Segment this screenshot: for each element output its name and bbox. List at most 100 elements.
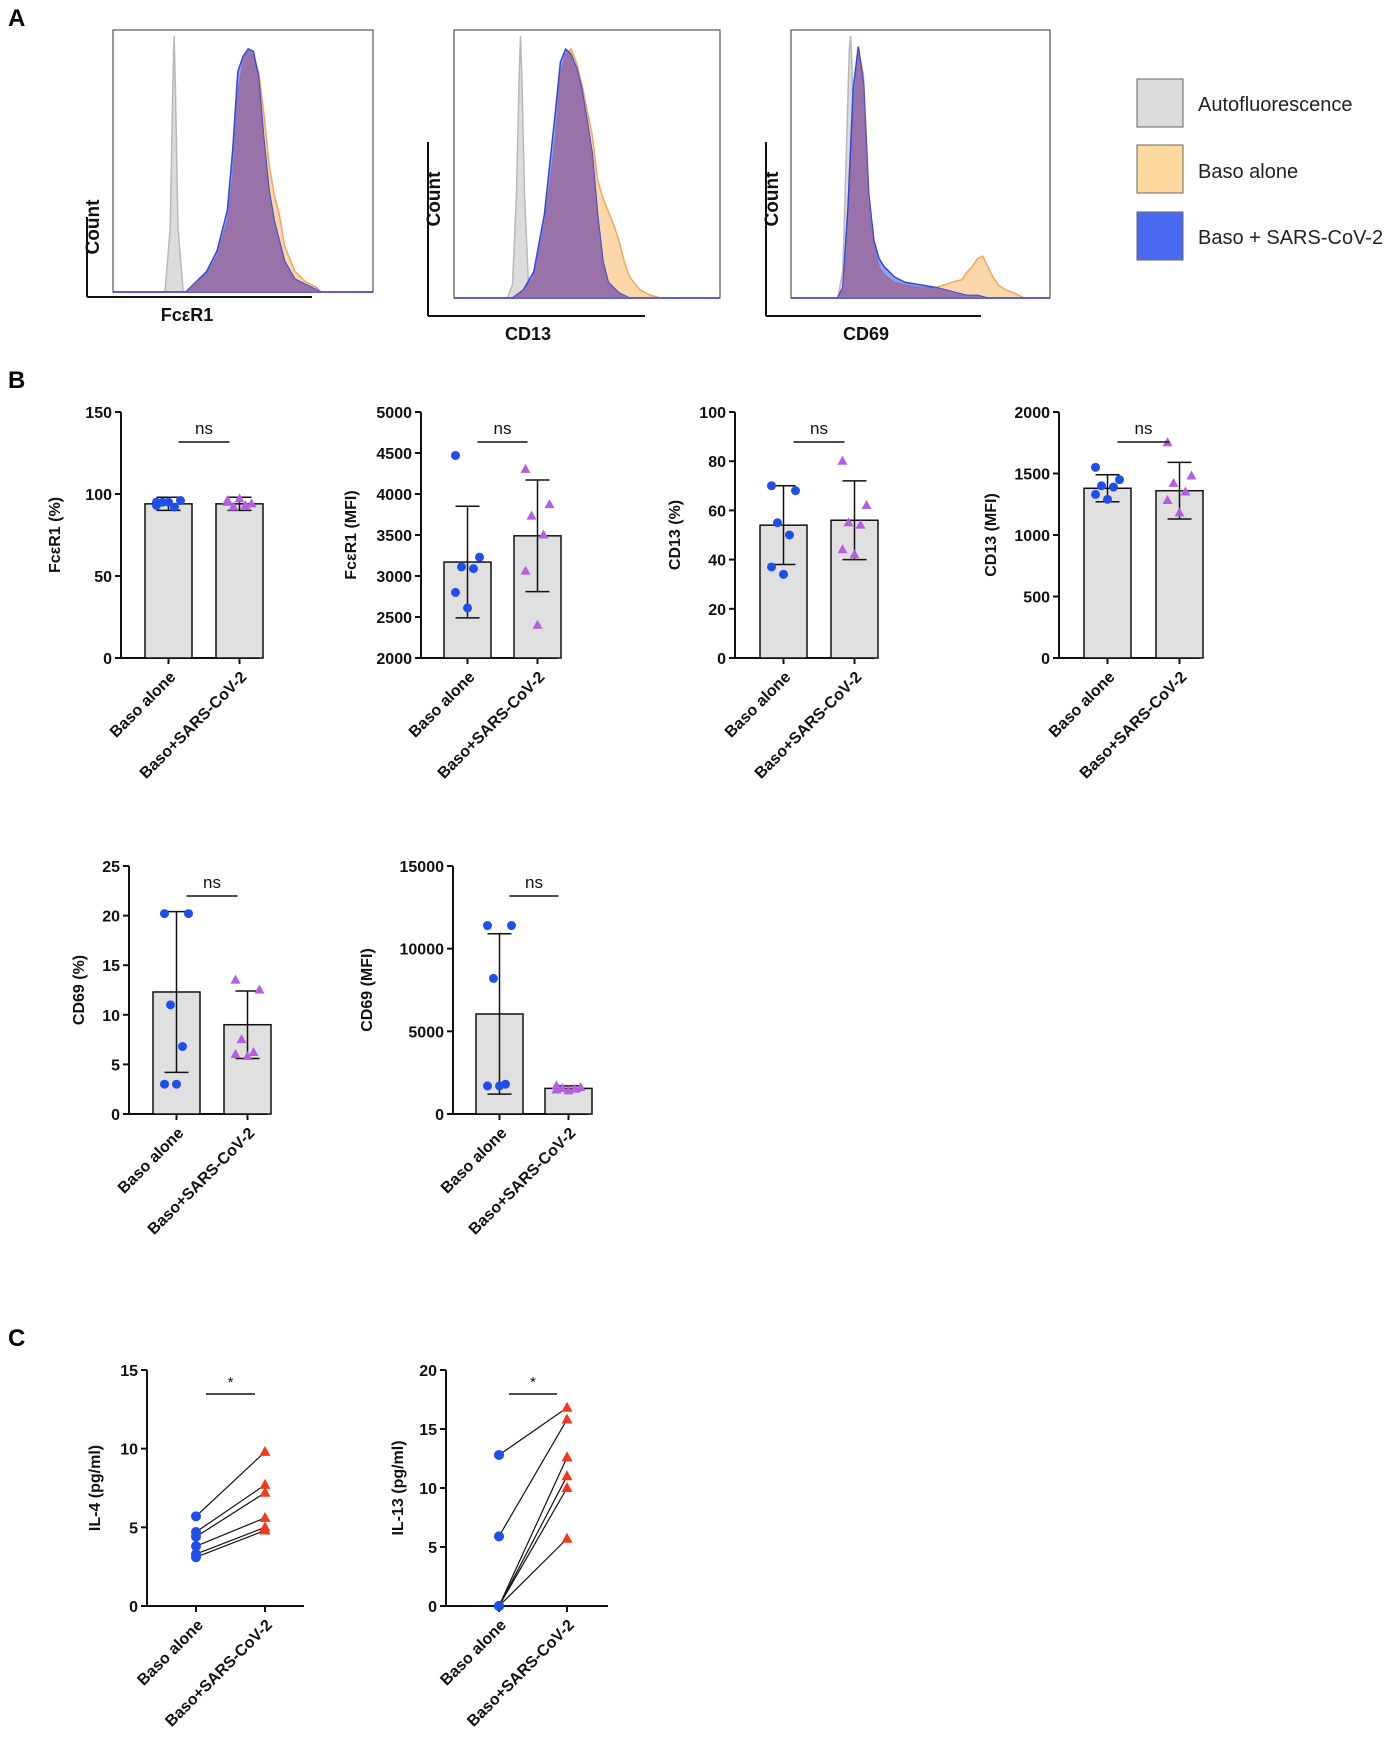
- bar-cd69-pct-significance-label: ns: [203, 873, 221, 892]
- bar-cd69-pct-point-baso-sars: [242, 1050, 253, 1060]
- bar-fceri-pct-significance-label: ns: [195, 419, 213, 438]
- bar-cd13-pct-point-baso-alone: [773, 518, 782, 528]
- paired-il4-ytick-label: 0: [129, 1599, 138, 1616]
- paired-il13-point-baso-sars: [561, 1401, 573, 1412]
- bar-fceri-mfi-point-baso-alone: [457, 562, 466, 572]
- bar-fceri-mfi-point-baso-sars: [544, 499, 555, 509]
- bar-cd69-mfi-point-baso-sars: [575, 1082, 586, 1092]
- hist-cd69-overlap-area: [791, 49, 1050, 298]
- legend-swatch-autofluorescence: [1136, 78, 1184, 128]
- paired-il13-ytick-label: 20: [419, 1363, 437, 1380]
- paired-il4-ytick-label: 15: [120, 1363, 138, 1380]
- paired-il13-point-baso-alone: [494, 1449, 504, 1460]
- bar-fceri-pct-point-baso-sars: [228, 501, 239, 511]
- paired-il4-point-baso-sars: [259, 1524, 271, 1535]
- bar-fceri-mfi-significance-label: ns: [494, 419, 512, 438]
- bar-cd13-pct-point-baso-sars: [861, 499, 872, 509]
- bar-cd13-mfi-point-baso-sars: [1180, 486, 1191, 496]
- paired-il4-point-baso-sars: [259, 1445, 271, 1456]
- paired-il4-point-baso-sars: [259, 1511, 271, 1522]
- bar-cd13-pct-ytick-label: 100: [699, 405, 726, 422]
- bar-fceri-mfi-ytick-label: 4500: [376, 446, 412, 463]
- bar-cd13-mfi-ytick-label: 0: [1041, 651, 1050, 668]
- bar-cd69-mfi-point-baso-sars: [563, 1085, 574, 1095]
- bar-cd13-pct-ytick-label: 60: [708, 503, 726, 520]
- paired-il4-ytick-label: 5: [129, 1520, 138, 1537]
- bar-cd69-pct-ytick-label: 20: [102, 909, 120, 926]
- bar-cd69-pct-point-baso-sars: [230, 974, 241, 984]
- paired-il4-point-baso-alone: [191, 1541, 201, 1552]
- bar-fceri-mfi-ytick-label: 3500: [376, 528, 412, 545]
- bar-cd69-pct-point-baso-sars: [248, 1046, 259, 1056]
- hist-fceri-ylabel: Count: [83, 199, 104, 255]
- hist-fceri-xlabel: FcεR1: [161, 305, 214, 325]
- bar-cd13-mfi-ytick-label: 500: [1023, 590, 1050, 607]
- hist-fceri-overlap-area: [113, 48, 373, 292]
- bar-cd69-mfi-point-baso-sars: [551, 1084, 562, 1094]
- bar-cd13-pct-point-baso-alone: [791, 486, 800, 496]
- paired-il4-pair-line: [195, 1492, 266, 1538]
- paired-il13-pair-line: [498, 1419, 568, 1537]
- bar-fceri-mfi-ytick-label: 3000: [376, 569, 412, 586]
- hist-cd13-xlabel: CD13: [505, 324, 551, 344]
- legend-item-baso-sars: Baso + SARS-CoV-2: [1136, 211, 1383, 261]
- bar-cd13-mfi-ytick-label: 1000: [1014, 528, 1050, 545]
- bar-cd69-pct-point-baso-alone: [178, 1042, 187, 1052]
- panel-a-histograms: Count FcεR1 Count CD13 Count CD69: [83, 29, 1051, 344]
- bar-cd69-mfi-ytick-label: 0: [435, 1107, 444, 1124]
- bar-fceri-mfi-point-baso-alone: [451, 587, 460, 597]
- bar-cd13-pct-ylabel: CD13 (%): [667, 500, 684, 570]
- bar-fceri-mfi-point-baso-alone: [451, 450, 460, 460]
- bar-cd69-pct-ytick-label: 15: [102, 958, 120, 975]
- bar-fceri-pct-ytick-label: 0: [103, 651, 112, 668]
- bar-cd69-pct-ytick-label: 25: [102, 859, 120, 876]
- paired-il13-point-baso-alone: [494, 1531, 504, 1542]
- bar-cd13-pct-point-baso-alone: [785, 530, 794, 540]
- histogram-legend: Autofluorescence Baso alone Baso + SARS-…: [1136, 78, 1383, 261]
- bar-fceri-pct-ytick-label: 50: [94, 569, 112, 586]
- panel-label-c: C: [8, 1325, 25, 1352]
- bar-cd13-pct-point-baso-sars: [837, 544, 848, 554]
- paired-il4-ylabel: IL-4 (pg/ml): [87, 1445, 104, 1531]
- paired-il13-pair-line: [498, 1538, 568, 1607]
- bar-cd69-mfi-ytick-label: 5000: [408, 1024, 444, 1041]
- bar-cd13-mfi-point-baso-alone: [1109, 482, 1118, 492]
- legend-item-autofluorescence: Autofluorescence: [1136, 78, 1353, 128]
- bar-cd13-mfi-point-baso-alone: [1103, 494, 1112, 504]
- bar-fceri-pct-ytick-label: 100: [85, 487, 112, 504]
- hist-cd13-chart: Count CD13: [424, 29, 721, 344]
- paired-il13-point-baso-sars: [561, 1413, 573, 1424]
- bar-cd13-pct-point-baso-alone: [767, 481, 776, 491]
- bar-fceri-mfi-point-baso-alone: [469, 564, 478, 574]
- bar-fceri-mfi-point-baso-sars: [538, 529, 549, 539]
- bar-fceri-pct-point-baso-sars: [240, 499, 251, 509]
- legend-swatch-baso-sars: [1136, 211, 1184, 261]
- paired-il13-point-baso-alone: [494, 1601, 504, 1611]
- bar-cd69-mfi-ytick-label: 10000: [400, 942, 445, 959]
- paired-il4-significance-label: *: [228, 1374, 234, 1391]
- bar-cd13-mfi-ylabel: CD13 (MFI): [983, 493, 1000, 577]
- bar-cd69-pct-point-baso-sars: [236, 1034, 247, 1044]
- bar-cd69-mfi-point-baso-alone: [483, 921, 492, 931]
- bar-cd13-pct-significance-label: ns: [810, 419, 828, 438]
- paired-il4-point-baso-sars: [259, 1478, 271, 1489]
- bar-cd69-pct-point-baso-alone: [166, 1000, 175, 1010]
- paired-il4-point-baso-alone: [191, 1531, 201, 1542]
- paired-il13-point-baso-sars: [561, 1532, 573, 1543]
- bar-cd69-mfi-point-baso-sars: [569, 1083, 580, 1093]
- bar-cd13-mfi-bar-0: [1083, 487, 1132, 659]
- bar-cd69-pct-point-baso-alone: [184, 909, 193, 919]
- bar-fceri-pct-bar-0: [144, 503, 193, 659]
- bar-fceri-mfi-ylabel: FcεR1 (MFI): [343, 490, 360, 579]
- hist-cd69-ylabel: Count: [762, 171, 783, 227]
- paired-il4-pair-line: [195, 1526, 266, 1555]
- hist-cd13-ylabel: Count: [424, 171, 445, 227]
- legend-label-baso-sars: Baso + SARS-CoV-2: [1198, 227, 1383, 249]
- legend-label-baso-alone: Baso alone: [1198, 161, 1298, 183]
- bar-fceri-pct-point-baso-alone: [152, 500, 161, 510]
- bar-cd69-mfi-point-baso-alone: [483, 1081, 492, 1091]
- bar-cd13-mfi-point-baso-alone: [1091, 462, 1100, 472]
- bar-cd13-pct-point-baso-sars: [837, 455, 848, 465]
- bar-cd13-mfi-point-baso-alone: [1091, 489, 1100, 499]
